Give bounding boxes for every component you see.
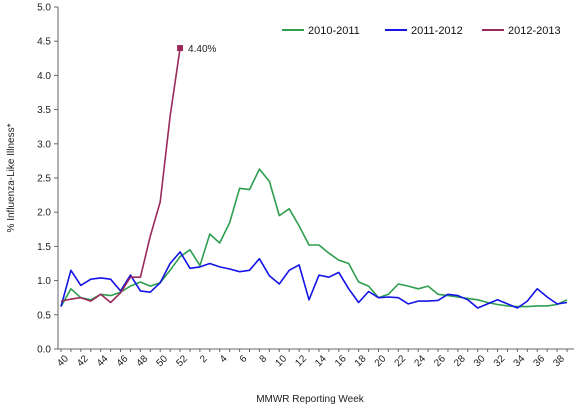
plot-area: [57, 7, 574, 350]
y-axis-title: % Influenza-Like Illness*: [6, 123, 17, 232]
x-tick-label: 10: [274, 353, 290, 369]
series-layer: [60, 47, 568, 309]
y-tick-label: 3.5: [37, 105, 51, 116]
y-tick-label: 0.0: [37, 345, 51, 356]
x-tick-label: 40: [55, 353, 71, 369]
y-tick-label: 1.0: [37, 276, 51, 287]
x-tick-label: 12: [293, 353, 309, 369]
legend-label-2011-2012: 2011-2012: [411, 25, 463, 37]
x-tick-label: 30: [472, 353, 488, 369]
x-axis-title: MMWR Reporting Week: [256, 394, 365, 405]
y-tick-label: 2.5: [37, 174, 51, 185]
x-tick-label: 18: [353, 353, 369, 369]
y-tick-label: 4.5: [37, 37, 51, 48]
legend: 2010-2011 2011-2012 2012-2013: [282, 25, 561, 37]
y-tick-label: 2.0: [37, 208, 51, 219]
series-line-2010-2011: [60, 168, 568, 308]
x-tick-label: 32: [492, 353, 508, 369]
y-tick-label: 0.5: [37, 310, 51, 321]
x-tick-label: 6: [238, 353, 250, 365]
x-tick-label: 20: [373, 353, 389, 369]
y-axis-ticks: 0.0 0.5 1.0 1.5 2.0 2.5 3.0 3.5 4.0 4.5 5.0: [37, 3, 58, 356]
x-tick-label: 36: [531, 353, 547, 369]
y-tick-label: 3.0: [37, 139, 51, 150]
x-tick-label: 48: [135, 353, 151, 369]
x-tick-label: 38: [551, 353, 567, 369]
x-tick-label: 42: [75, 353, 91, 369]
x-tick-label: 2: [198, 353, 210, 365]
x-tick-label: 16: [333, 353, 349, 369]
series-line-2011-2012: [60, 251, 568, 309]
annotations-layer: 4.40%: [177, 44, 217, 55]
x-tick-label: 22: [393, 353, 409, 369]
y-tick-label: 1.5: [37, 242, 51, 253]
x-tick-label: 26: [432, 353, 448, 369]
y-tick-label: 4.0: [37, 71, 51, 82]
x-tick-label: 52: [174, 353, 190, 369]
annotation-label: 4.40%: [188, 44, 216, 55]
y-tick-label: 5.0: [37, 3, 51, 14]
x-tick-label: 14: [313, 353, 329, 369]
x-tick-label: 34: [512, 353, 528, 369]
legend-label-2012-2013: 2012-2013: [508, 25, 561, 37]
x-tick-label: 46: [115, 353, 131, 369]
x-tick-label: 44: [95, 353, 111, 369]
x-tick-label: 4: [218, 353, 230, 365]
x-tick-label: 28: [452, 353, 468, 369]
series-line-2012-2013: [60, 47, 181, 304]
x-tick-label: 50: [154, 353, 170, 369]
x-tick-label: 24: [412, 353, 428, 369]
annotation-marker: [177, 45, 184, 52]
x-axis-ticks: 40 42 44 46 48 50 52 2 4 6 8 10 12 14 16 18 20 22 24 26 28 30…: [55, 349, 568, 369]
legend-label-2010-2011: 2010-2011: [308, 25, 360, 37]
x-tick-label: 8: [258, 353, 270, 365]
